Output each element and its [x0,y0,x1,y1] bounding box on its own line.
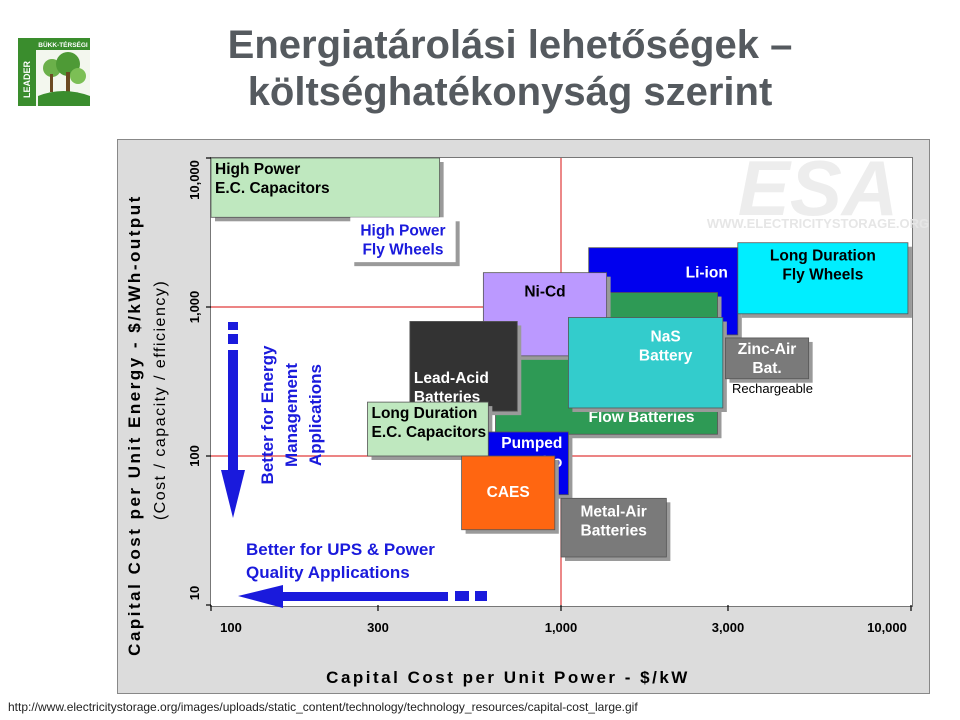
region-long-dur-ec [367,401,489,457]
region-caes-label-0: CAES [487,484,530,501]
region-lead-acid [409,321,518,412]
y-axis-sublabel: (Cost / capacity / efficiency) [152,280,169,520]
region-high-power-ec-label-0: High Power [215,161,300,178]
ups-label-0: Better for UPS & Power [246,540,435,559]
y-tick-label-1: 100 [187,445,202,467]
region-long-dur-fly-label-1: Fly Wheels [782,267,863,284]
y-tick-label-3: 10,000 [187,160,202,200]
region-pumped-hydro-label-0: Pumped [501,435,562,452]
ups-arrow-shaft [283,592,448,601]
x-tick-label-1: 300 [367,620,389,635]
region-metal-air [560,497,667,558]
region-li-ion-label-0: Li-ion [686,265,728,282]
energy-arrow-shaft [228,350,238,470]
region-high-power-ec [210,157,441,218]
region-long-dur-fly [737,242,909,315]
region-zinc-air-label-1: Bat. [752,360,781,377]
region-high-power-fly-label-0: High Power [360,222,445,239]
y-tick-label-0: 10 [187,586,202,600]
energy-arrow-dash-2 [228,334,238,344]
chart-frame: ESA WWW.ELECTRICITYSTORAGE.ORG High Power E… [117,139,930,694]
ups-arrow-dash-1 [475,591,487,601]
region-long-dur-ec-label-1: E.C. Capacitors [372,424,487,441]
energy-mgmt-label-1: Management [282,363,301,467]
x-tick-label-2: 1,000 [545,620,578,635]
region-nicd-label-0: Ni-Cd [524,284,565,301]
x-tick-label-3: 3,000 [712,620,745,635]
title-line-1: Energiatárolási lehetőségek – [227,23,793,67]
watermark-logo: ESA [738,144,898,232]
region-high-power-fly-label-1: Fly Wheels [362,241,443,258]
region-high-power-ec-label-1: E.C. Capacitors [215,180,330,197]
region-zinc-air-label-0: Zinc-Air [738,341,797,358]
region-metal-air-label-0: Metal-Air [581,503,647,520]
leader-logo: LEADER BÜKK-TÉRSÉGI [18,38,90,106]
ups-label-1: Quality Applications [246,563,410,582]
energy-mgmt-label-0: Better for Energy [258,345,277,484]
source-url[interactable]: http://www.electricitystorage.org/images… [8,700,638,714]
region-nas [568,317,724,409]
region-high-power-fly [350,217,456,263]
region-lead-acid-label-0: Lead-Acid [414,370,489,387]
energy-arrow-dash-1 [228,322,238,330]
x-tick-label-0: 100 [220,620,242,635]
region-metal-air-label-1: Batteries [581,522,647,539]
y-tick-label-2: 1,000 [187,291,202,324]
region-long-dur-ec-label-0: Long Duration [372,405,478,422]
slide-title: Energiatárolási lehetőségek – költséghat… [180,22,840,116]
x-tick-label-4: 10,000 [867,620,907,635]
x-axis-label: Capital Cost per Unit Power - $/kW [326,668,690,687]
title-line-2: költséghatékonyság szerint [247,70,773,114]
watermark-text: WWW.ELECTRICITYSTORAGE.ORG [707,216,929,231]
y-axis-label: Capital Cost per Unit Energy - $/kWh-out… [125,194,144,656]
region-caes [461,455,556,531]
logo-text: BÜKK-TÉRSÉGI [38,40,88,49]
ups-arrow-dash-2 [455,591,469,601]
rechargeable-label: Rechargeable [732,381,813,396]
energy-mgmt-label-2: Applications [306,364,325,466]
logo-side-text: LEADER [22,60,32,98]
region-nas-label-1: Battery [639,348,693,365]
energy-arrow-head [221,470,245,518]
region-zinc-air [725,337,810,380]
region-nas-label-0: NaS [651,329,681,346]
region-flow-label-0: Flow Batteries [589,409,695,426]
ups-arrow-head [238,585,283,608]
region-long-dur-fly-label-0: Long Duration [770,248,876,265]
